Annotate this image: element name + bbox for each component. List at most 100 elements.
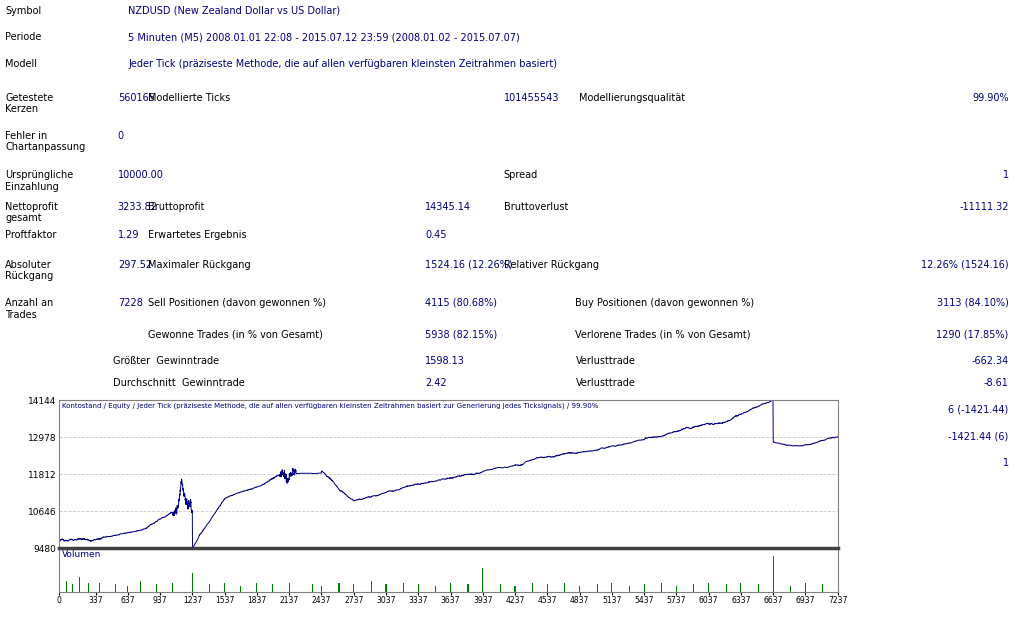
Bar (311, 584, 312, 592)
Text: Symbol: Symbol (5, 6, 41, 16)
Text: 3113 (84.10%): 3113 (84.10%) (937, 298, 1009, 308)
Bar (468, 584, 469, 592)
Text: Getestete
Kerzen: Getestete Kerzen (5, 93, 53, 115)
Text: 2.42: 2.42 (425, 378, 446, 388)
Text: Bruttoprofit: Bruttoprofit (148, 202, 205, 212)
Bar (822, 584, 823, 592)
Bar (156, 584, 157, 592)
Text: Maximum  Gewinntrades in Folge (Profit in Geld): Maximum Gewinntrades in Folge (Profit in… (92, 404, 330, 415)
Text: Verlusttrades in Folge: Verlusttrades in Folge (575, 458, 682, 468)
Text: 297.52: 297.52 (118, 260, 152, 270)
Bar (579, 586, 580, 592)
Text: Gewonne Trades (in % von Gesamt): Gewonne Trades (in % von Gesamt) (148, 329, 324, 339)
Bar (385, 584, 386, 592)
Text: 7228: 7228 (118, 298, 142, 308)
Bar (564, 582, 565, 592)
Text: Buy Positionen (davon gewonnen %): Buy Positionen (davon gewonnen %) (575, 298, 755, 308)
Text: 5938 (82.15%): 5938 (82.15%) (425, 329, 498, 339)
Text: 3233.82: 3233.82 (118, 202, 158, 212)
Text: Sell Positionen (davon gewonnen %): Sell Positionen (davon gewonnen %) (148, 298, 327, 308)
Text: Modell: Modell (5, 59, 37, 68)
Text: Volumen: Volumen (61, 550, 101, 559)
Bar (256, 584, 257, 592)
Text: 1610.36 (16): 1610.36 (16) (425, 431, 487, 442)
Bar (321, 586, 322, 592)
Bar (88, 584, 89, 592)
Text: Verlorene Trades (in % von Gesamt): Verlorene Trades (in % von Gesamt) (575, 329, 751, 339)
Text: 10000.00: 10000.00 (118, 170, 164, 180)
Text: Absoluter
Rückgang: Absoluter Rückgang (5, 260, 53, 282)
Bar (450, 584, 451, 592)
Bar (371, 581, 372, 592)
Bar (127, 586, 128, 592)
Text: Verlusttrade: Verlusttrade (575, 378, 635, 388)
Text: Proftfaktor: Proftfaktor (5, 230, 56, 240)
Text: Ursprüngliche
Einzahlung: Ursprüngliche Einzahlung (5, 170, 74, 191)
Text: Jeder Tick (präziseste Methode, die auf allen verfügbaren kleinsten Zeitrahmen b: Jeder Tick (präziseste Methode, die auf … (128, 59, 557, 68)
Bar (740, 582, 741, 592)
Bar (67, 581, 68, 592)
Bar (72, 584, 73, 592)
Text: 1290 (17.85%): 1290 (17.85%) (936, 329, 1009, 339)
Text: Maximum  Gewinn aufeinanderfolgender Gewinntrades (Anzahl): Maximum Gewinn aufeinanderfolgender Gewi… (92, 431, 407, 442)
Text: Nettoprofit
gesamt: Nettoprofit gesamt (5, 202, 58, 223)
Text: Verlust aufeinanderfolgender Verlusttrades (Anzahl): Verlust aufeinanderfolgender Verlusttrad… (575, 431, 829, 442)
Bar (339, 584, 340, 592)
Bar (532, 584, 534, 592)
Text: 5 Minuten (M5) 2008.01.01 22:08 - 2015.07.12 23:59 (2008.01.02 - 2015.07.07): 5 Minuten (M5) 2008.01.01 22:08 - 2015.0… (128, 32, 520, 42)
Text: Verlusttrade: Verlusttrade (575, 356, 635, 366)
Bar (289, 582, 290, 592)
Text: Fehler in
Chartanpassung: Fehler in Chartanpassung (5, 131, 85, 152)
Text: Periode: Periode (5, 32, 42, 42)
Bar (758, 584, 759, 592)
Text: Erwartetes Ergebnis: Erwartetes Ergebnis (148, 230, 247, 240)
Text: 99.90%: 99.90% (972, 93, 1009, 103)
Text: 1598.13: 1598.13 (425, 356, 465, 366)
Text: 14345.14: 14345.14 (425, 202, 471, 212)
Text: Spread: Spread (504, 170, 538, 180)
Text: Durchschnitt  Gewinntrade: Durchschnitt Gewinntrade (113, 378, 245, 388)
Text: Modellierte Ticks: Modellierte Ticks (148, 93, 230, 103)
Text: 0: 0 (118, 131, 124, 141)
Text: Anzahl an
Trades: Anzahl an Trades (5, 298, 53, 319)
Bar (791, 586, 792, 592)
Bar (435, 586, 436, 592)
Text: -1421.44 (6): -1421.44 (6) (948, 431, 1009, 442)
Bar (98, 582, 99, 592)
Bar (629, 586, 630, 592)
Bar (643, 584, 644, 592)
Text: -8.61: -8.61 (984, 378, 1009, 388)
Text: Maximaler Rückgang: Maximaler Rückgang (148, 260, 251, 270)
Bar (172, 584, 173, 592)
Bar (726, 584, 727, 592)
Bar (271, 584, 272, 592)
Bar (79, 577, 80, 592)
Text: 1524.16 (12.26%): 1524.16 (12.26%) (425, 260, 513, 270)
Bar (115, 584, 116, 592)
Bar (662, 582, 663, 592)
Bar (418, 584, 419, 592)
Bar (805, 584, 806, 592)
Bar (500, 584, 501, 592)
Text: NZDUSD (New Zealand Dollar vs US Dollar): NZDUSD (New Zealand Dollar vs US Dollar) (128, 6, 340, 16)
Bar (224, 582, 225, 592)
Text: 12.26% (1524.16): 12.26% (1524.16) (921, 260, 1009, 270)
Text: 6: 6 (425, 458, 431, 468)
Bar (353, 584, 354, 592)
Text: 1: 1 (1002, 170, 1009, 180)
Text: 0.45: 0.45 (425, 230, 446, 240)
Text: -662.34: -662.34 (972, 356, 1009, 366)
Text: 560165: 560165 (118, 93, 155, 103)
Text: 1: 1 (1002, 458, 1009, 468)
Bar (597, 584, 598, 592)
Bar (693, 584, 694, 592)
Bar (403, 584, 404, 592)
Bar (514, 586, 515, 592)
Text: 6 (-1421.44): 6 (-1421.44) (948, 404, 1009, 415)
Bar (139, 581, 140, 592)
Text: Bruttoverlust: Bruttoverlust (504, 202, 568, 212)
Bar (676, 586, 677, 592)
Text: 1.29: 1.29 (118, 230, 139, 240)
Bar (547, 584, 548, 592)
Bar (708, 584, 710, 592)
